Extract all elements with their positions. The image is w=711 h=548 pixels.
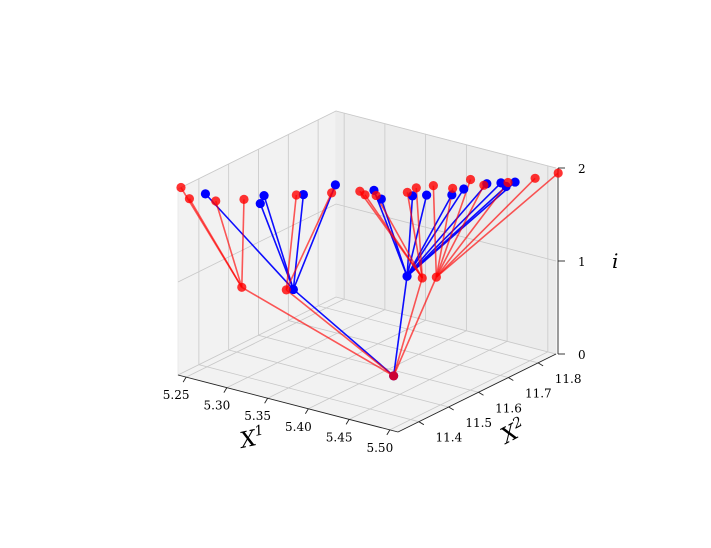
top-point: [327, 188, 337, 198]
x-tick-mark: [182, 376, 187, 383]
x-tick-label: 5.50: [366, 441, 393, 455]
edge-mid-top: [364, 194, 423, 279]
grid-line-z: [177, 203, 557, 283]
tree-nodes: [176, 168, 563, 381]
edge-mid-top: [435, 184, 485, 278]
top-point: [291, 190, 301, 200]
top-point: [371, 190, 381, 201]
top-point: [422, 190, 432, 200]
x-axis-label: X1: [236, 422, 268, 454]
edge-root-mid: [241, 286, 395, 377]
top-point: [402, 187, 412, 197]
top-point: [479, 180, 489, 190]
x-tick-mark: [264, 397, 269, 404]
x-tick-label: 5.30: [204, 399, 231, 413]
top-point: [184, 194, 195, 204]
z-axis-label: i: [612, 249, 618, 273]
mid-point: [281, 285, 291, 295]
edge-mid-top: [435, 177, 536, 278]
x-tick-mark: [345, 419, 350, 425]
top-point: [330, 180, 341, 190]
top-point: [553, 168, 563, 178]
y-axis-line: [397, 353, 557, 433]
top-point: [503, 177, 513, 188]
mid-point: [288, 284, 298, 295]
y-tick-mark: [418, 421, 425, 426]
y-axis-label: X2: [494, 414, 530, 450]
top-point: [176, 182, 186, 193]
z-tick-label: 1: [578, 255, 586, 269]
edge-root-mid: [392, 276, 438, 377]
mid-point: [431, 272, 441, 282]
x-tick-label: 5.45: [326, 430, 353, 444]
y-tick-mark: [508, 377, 514, 381]
top-point: [298, 189, 309, 200]
edge-mid-top: [406, 192, 424, 279]
top-point: [428, 180, 438, 191]
z-tick-label: 2: [578, 162, 586, 176]
grid-line-z: [177, 296, 557, 376]
x-tick-mark: [386, 429, 391, 436]
edge-mid-top: [435, 182, 509, 278]
top-point: [530, 173, 540, 183]
edge-root-mid: [392, 276, 408, 376]
top-point: [465, 174, 476, 185]
root-point: [389, 371, 399, 381]
y-tick-label: 11.7: [525, 387, 552, 401]
edge-mid-top: [292, 194, 305, 290]
edge-mid-top: [435, 172, 559, 278]
mid-point: [402, 271, 412, 281]
edge-mid-top: [292, 184, 337, 290]
x-tick-mark: [223, 387, 228, 393]
edge-mid-top: [285, 194, 298, 290]
x-tick-mark: [304, 408, 309, 415]
y-tick-mark: [448, 406, 454, 411]
top-point: [459, 184, 469, 194]
grid-line-z: [177, 110, 557, 190]
edge-mid-top: [204, 193, 294, 290]
edge-root-mid: [392, 277, 424, 377]
edge-mid-top: [435, 188, 454, 278]
edge-mid-top: [240, 199, 245, 288]
y-tick-label: 11.8: [555, 372, 582, 386]
edge-mid-top: [188, 198, 243, 288]
x-tick-label: 5.35: [244, 409, 271, 423]
x-tick-label: 5.25: [163, 388, 190, 402]
x-axis-line: [177, 374, 399, 433]
x-tick-label: 5.40: [285, 420, 312, 434]
top-point: [411, 183, 421, 193]
edge-mid-top: [432, 185, 438, 278]
z-tick-label: 0: [578, 348, 586, 362]
edge-mid-top: [406, 185, 507, 277]
edge-mid-top: [285, 192, 333, 291]
series-layer: [176, 168, 563, 381]
y-tick-mark: [537, 362, 544, 367]
edge-root-mid: [285, 289, 395, 377]
edge-mid-top: [406, 195, 414, 277]
top-point: [510, 177, 520, 187]
top-point: [255, 198, 265, 209]
edge-mid-top: [375, 195, 423, 279]
tree-edges: [180, 172, 559, 377]
mid-point: [237, 282, 247, 292]
top-point: [259, 190, 269, 201]
mid-point: [417, 273, 427, 283]
tick-labels: 5.25 5.30 5.35 5.40 5.45 5.50 11.411.511.611.7…: [163, 162, 586, 455]
top-point: [211, 196, 221, 206]
top-point: [448, 183, 458, 193]
y-tick-label: 11.6: [495, 401, 522, 415]
y-tick-label: 11.4: [436, 431, 463, 445]
top-point: [239, 194, 249, 204]
edge-mid-top: [415, 187, 424, 279]
edge-mid-top: [435, 179, 472, 278]
y-tick-mark: [478, 391, 484, 396]
edge-mid-top: [214, 200, 243, 288]
y-tick-label: 11.5: [465, 416, 492, 430]
edge-mid-top: [406, 182, 502, 277]
top-point: [200, 189, 211, 199]
top-point: [360, 190, 370, 200]
